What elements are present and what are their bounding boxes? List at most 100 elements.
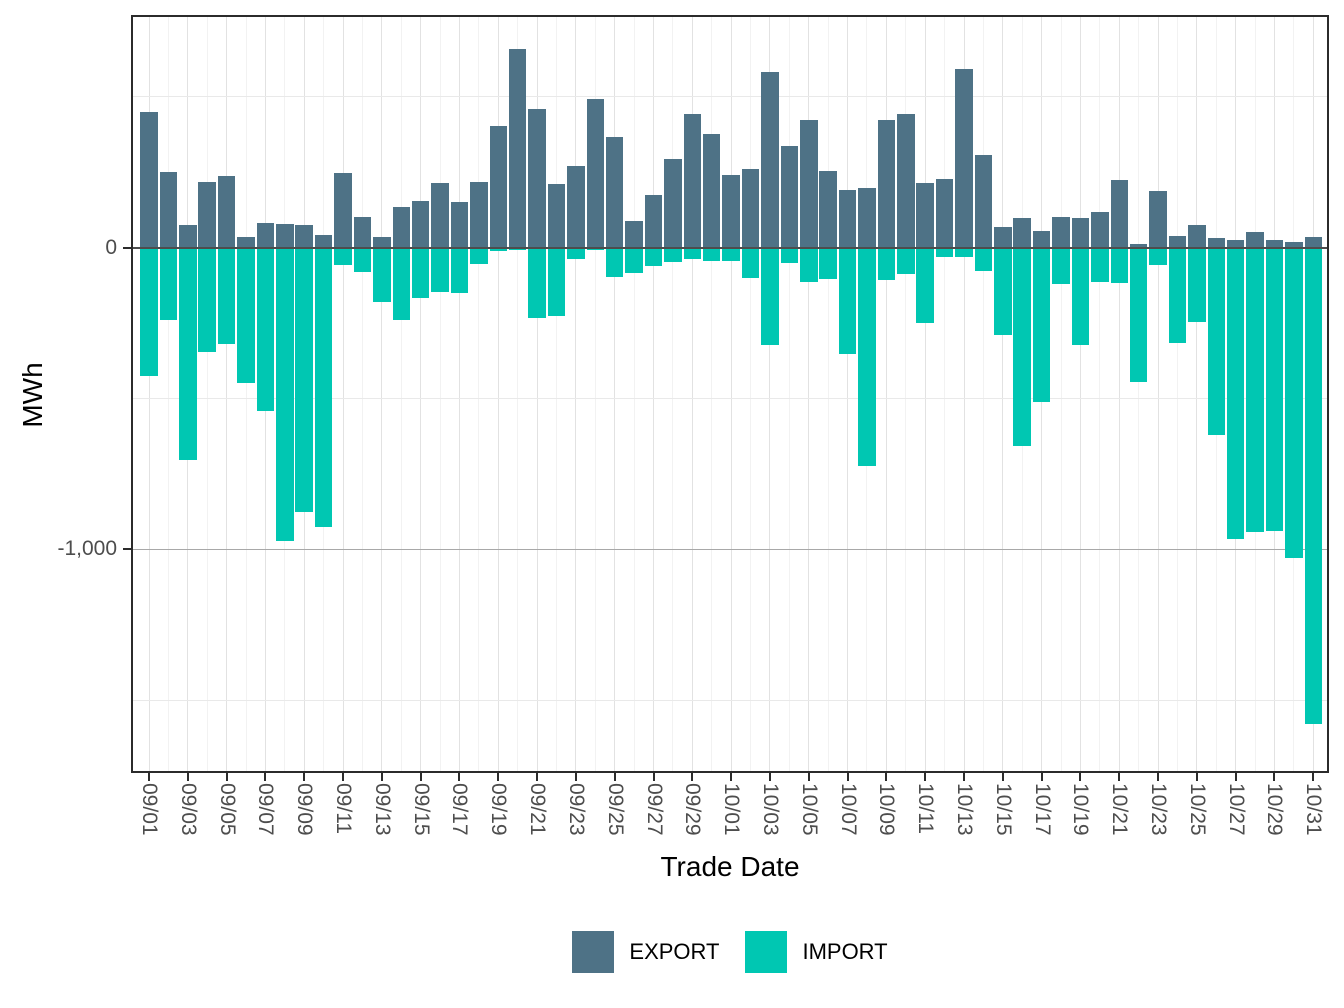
export-bar [295, 224, 313, 248]
export-bar [625, 221, 643, 248]
x-tick-mark [807, 773, 810, 781]
vertical-gridline [788, 17, 790, 771]
legend-item-export: EXPORT [572, 931, 719, 973]
plot-panel [131, 15, 1329, 773]
export-bar [1265, 240, 1284, 248]
export-bar [955, 69, 973, 248]
export-bar [489, 125, 508, 248]
export-bar [353, 217, 372, 248]
export-bar [877, 120, 896, 248]
x-tick-mark [1195, 773, 1198, 781]
import-bar [819, 247, 837, 279]
vertical-gridline [206, 17, 208, 771]
x-tick-label: 10/21 [1108, 783, 1132, 836]
vertical-gridline [633, 17, 635, 771]
x-tick-label: 09/23 [564, 783, 588, 836]
import-bar [897, 247, 915, 274]
export-legend-swatch [572, 931, 615, 973]
import-bar [1304, 247, 1323, 724]
import-bar [237, 247, 255, 384]
x-tick-mark [342, 773, 345, 781]
x-axis-title: Trade Date [660, 851, 800, 882]
vertical-gridline [536, 17, 538, 771]
vertical-gridline [148, 17, 150, 771]
x-tick-mark [186, 773, 189, 781]
export-bar [237, 237, 255, 248]
x-tick-mark [730, 773, 733, 781]
x-tick-mark [1157, 773, 1160, 781]
vertical-gridline [1157, 17, 1159, 771]
import-bar [256, 247, 275, 411]
export-bar [528, 109, 546, 248]
vertical-gridline [1060, 17, 1062, 771]
vertical-gridline [905, 17, 907, 771]
export-bar [702, 133, 721, 248]
export-bar [276, 223, 294, 248]
x-tick-mark [1234, 773, 1237, 781]
import-bar [800, 247, 818, 282]
export-bar [179, 224, 197, 248]
x-tick-label: 10/01 [720, 783, 744, 836]
import-bar [605, 247, 624, 277]
import-bar [508, 247, 527, 250]
x-tick-label: 09/01 [138, 783, 161, 836]
import-bar [392, 247, 410, 321]
import-bar [373, 247, 391, 303]
vertical-gridline [847, 17, 849, 771]
x-tick-label: 09/17 [448, 783, 472, 836]
x-tick-label: 09/05 [215, 783, 239, 836]
x-tick-label: 10/05 [797, 783, 821, 836]
x-tick-label: 10/27 [1224, 783, 1248, 836]
import-bar [683, 247, 702, 260]
import-bar [722, 247, 740, 261]
x-tick-label: 09/29 [681, 783, 705, 836]
import-bar [702, 247, 721, 261]
x-tick-mark [1040, 773, 1043, 781]
vertical-gridline [691, 17, 693, 771]
import-bar [1091, 247, 1109, 282]
y-axis-title: MWh [17, 362, 48, 428]
import-bar [470, 247, 488, 265]
vertical-gridline [167, 17, 169, 771]
vertical-gridline [361, 17, 363, 771]
x-tick-mark [846, 773, 849, 781]
import-bar [528, 247, 546, 318]
import-bar [1285, 247, 1303, 559]
horizontal-minor-gridline [133, 96, 1327, 98]
x-tick-label: 09/03 [176, 783, 200, 836]
x-tick-mark [652, 773, 655, 781]
x-tick-label: 09/13 [370, 783, 394, 836]
x-tick-mark [885, 773, 888, 781]
export-bar [722, 175, 740, 248]
x-tick-label: 10/29 [1263, 783, 1287, 836]
export-bar [761, 72, 779, 248]
import-bar [916, 247, 934, 324]
import-bar [353, 247, 372, 273]
export-bar [1013, 218, 1031, 248]
import-bar [741, 247, 760, 278]
x-tick-mark [1273, 773, 1276, 781]
export-bar [994, 227, 1012, 248]
vertical-gridline [342, 17, 344, 771]
vertical-gridline [458, 17, 460, 771]
x-tick-mark [148, 773, 150, 781]
export-bar [1207, 237, 1226, 248]
import-bar [217, 247, 236, 345]
vertical-gridline [1099, 17, 1101, 771]
vertical-gridline [982, 17, 984, 771]
vertical-gridline [944, 17, 946, 771]
export-bar [470, 181, 488, 248]
export-bar [683, 113, 702, 248]
vertical-gridline [924, 17, 926, 771]
vertical-gridline [556, 17, 557, 771]
x-tick-mark [419, 773, 422, 781]
x-tick-label: 10/31 [1302, 783, 1326, 836]
export-bar [838, 189, 857, 248]
x-tick-mark [497, 773, 500, 781]
import-bar [1110, 247, 1128, 284]
export-bar [159, 172, 178, 248]
import-bar [431, 247, 449, 292]
x-tick-mark [1079, 773, 1082, 781]
vertical-gridline [1079, 17, 1081, 771]
export-bar [1188, 224, 1206, 248]
